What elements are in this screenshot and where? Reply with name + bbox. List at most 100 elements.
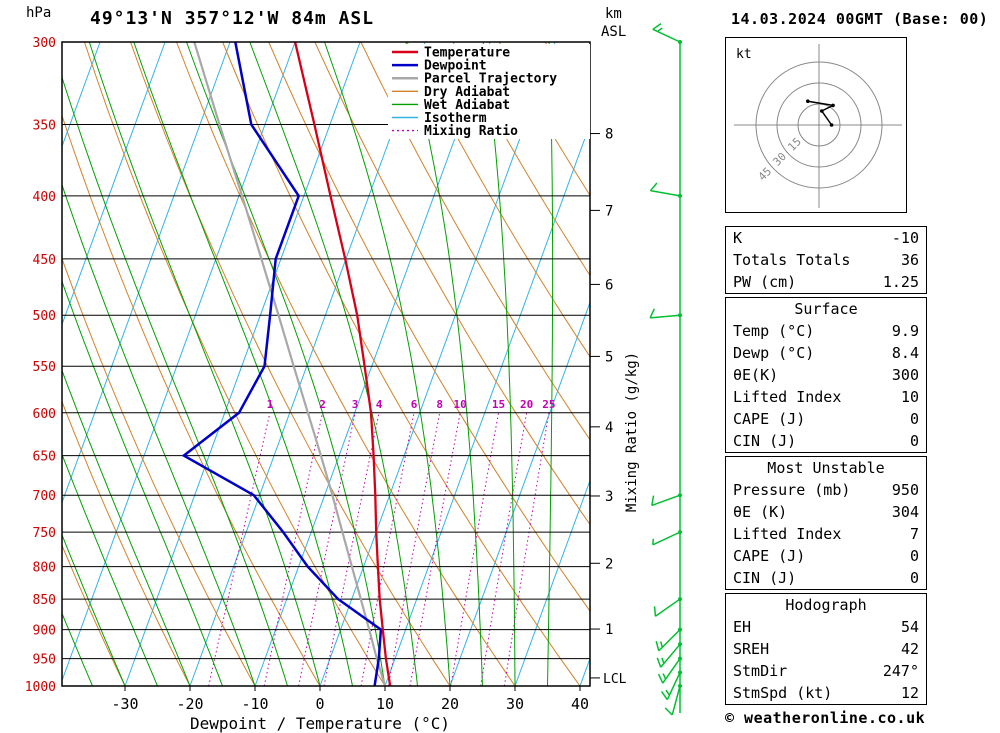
table-title: Hodograph	[785, 596, 867, 614]
stats-table: K -10 Totals Totals 36 PW (cm) 1.25	[725, 226, 927, 294]
isotherm-line	[0, 42, 35, 686]
wet-adiabat-line	[62, 453, 158, 686]
hodograph-trace-point	[806, 99, 810, 103]
row-value: 0	[909, 410, 919, 428]
pressure-axis-unit: hPa	[26, 5, 52, 21]
altitude-axis: 1 2 3 4 5 6 7 8 LCL	[590, 127, 627, 687]
hodograph-ring	[776, 82, 862, 168]
pressure-tick-label: 1000	[25, 680, 56, 695]
row-value: 54	[900, 618, 919, 636]
mixing-ratio-line	[263, 412, 323, 686]
legend-label: Temperature	[424, 46, 510, 61]
table-row: K -10	[726, 227, 926, 249]
table-row: θE (K) 304	[726, 501, 926, 523]
pressure-tick-label: 550	[33, 360, 56, 375]
table-row: CIN (J) 0	[726, 430, 926, 452]
row-value: 42	[900, 640, 919, 658]
dewpoint-curve	[181, 42, 383, 686]
isotherm-line	[124, 42, 361, 686]
skewt-chart: 3003504004505005506006507007508008509009…	[0, 22, 682, 733]
row-value: 12	[900, 684, 919, 702]
wind-barb	[649, 308, 682, 319]
pressure-tick-label: 600	[33, 407, 56, 422]
wind-barb	[653, 597, 682, 617]
hodograph-ring	[755, 61, 883, 189]
profiles	[181, 42, 392, 686]
wind-barb	[652, 22, 682, 44]
table-row: CAPE (J) 0	[726, 408, 926, 430]
row-label: Dewp (°C)	[733, 344, 815, 362]
isotherm-line	[189, 42, 426, 686]
station-title: 49°13'N 357°12'W 84m ASL	[90, 8, 375, 29]
row-label: PW (cm)	[733, 273, 797, 291]
table-row: SREH 42	[726, 638, 926, 660]
km-tick-label: 3	[605, 489, 613, 505]
dry-adiabat-line	[62, 544, 126, 686]
pressure-tick-label: 950	[33, 653, 56, 668]
mixing-ratio-value: 10	[454, 398, 467, 411]
row-label: Totals Totals	[733, 251, 851, 269]
table-row: Pressure (mb) 950	[726, 479, 926, 501]
row-label: CAPE (J)	[733, 547, 806, 565]
wind-barb	[656, 642, 682, 668]
wind-barb	[660, 670, 682, 701]
pressure-tick-label: 400	[33, 190, 56, 205]
wet-adiabat-line	[62, 533, 126, 686]
isotherm-line	[319, 42, 556, 686]
table-row: Lifted Index 7	[726, 523, 926, 545]
row-value: 8.4	[891, 344, 919, 362]
mixing-ratio-line	[208, 412, 271, 686]
pressure-tick-label: 800	[33, 561, 56, 576]
km-tick-label: 6	[605, 277, 613, 293]
table-row: StmSpd (kt) 12	[726, 682, 926, 704]
row-label: K	[733, 229, 743, 247]
temperature-axis: -30 -20 -10 0 10 20 30 40 Dewpoint / Temperature…	[111, 686, 589, 733]
legend-label: Wet Adiabat	[424, 98, 510, 113]
row-label: θE (K)	[733, 503, 788, 521]
wet-adiabat-line	[62, 612, 93, 686]
row-label: CIN (J)	[733, 432, 797, 450]
row-value: 304	[891, 503, 919, 521]
stat-tables: K -10 Totals Totals 36 PW (cm) 1.25 Surface Tem…	[725, 226, 927, 705]
row-value: 950	[891, 481, 919, 499]
mixing-ratio-line	[450, 412, 499, 686]
km-tick-label: 7	[605, 203, 613, 219]
table-row: CIN (J) 0	[726, 567, 926, 589]
legend-label: Isotherm	[424, 111, 487, 126]
row-label: StmDir	[733, 662, 788, 680]
right-panel: 15 30 45 kt K -10 Totals Totals 36 PW (cm) 1.25 S…	[725, 37, 927, 727]
row-value: 247°	[882, 662, 919, 680]
wind-barb	[655, 627, 682, 652]
mixing-ratio-line	[360, 412, 415, 686]
mixing-ratio-value: 25	[542, 398, 555, 411]
row-value: 36	[900, 251, 919, 269]
row-label: CAPE (J)	[733, 410, 806, 428]
temp-tick-label: 0	[315, 695, 324, 713]
temp-tick-label: 40	[571, 695, 589, 713]
km-tick-label: 1	[605, 622, 613, 638]
mixing-ratio-line	[323, 412, 380, 686]
dry-adiabat-line	[406, 42, 590, 358]
row-label: StmSpd (kt)	[733, 684, 833, 702]
hodograph-trace	[807, 100, 836, 126]
hodograph-ring-label: 45	[756, 165, 775, 184]
wind-barb	[651, 493, 682, 507]
legend-label: Parcel Trajectory	[424, 72, 557, 87]
km-tick-label: 5	[605, 349, 613, 365]
temp-tick-label: -20	[176, 695, 203, 713]
isotherm-line	[254, 42, 491, 686]
lcl-label: LCL	[603, 672, 627, 687]
km-tick-label: 8	[605, 127, 613, 143]
table-title: Surface	[794, 300, 858, 318]
table-row: EH 54	[726, 616, 926, 638]
isotherm-line	[384, 122, 590, 686]
row-value: 9.9	[891, 322, 919, 340]
km-tick-label: 4	[605, 420, 613, 436]
row-value: 0	[909, 432, 919, 450]
table-row: PW (cm) 1.25	[726, 271, 926, 293]
pressure-tick-label: 500	[33, 309, 56, 324]
mixing-ratio-value: 4	[376, 398, 383, 411]
row-value: 0	[909, 547, 919, 565]
hodograph-trace-point	[831, 103, 835, 108]
